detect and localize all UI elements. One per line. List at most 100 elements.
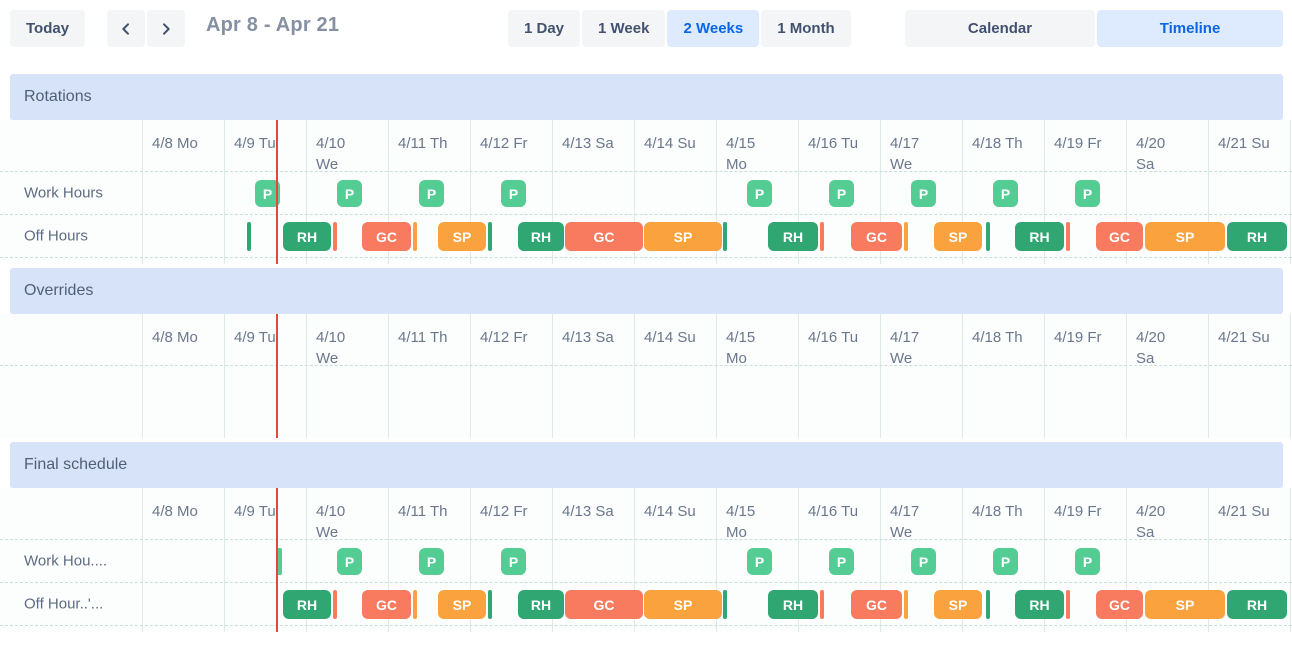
grid-column-line [552, 120, 553, 264]
availability-badge-p[interactable]: P [1075, 180, 1100, 207]
availability-badge-p[interactable]: P [993, 180, 1018, 207]
grid-column-line [306, 314, 307, 438]
date-header-cell: 4/12 Fr [480, 135, 528, 152]
handoff-tick [820, 222, 824, 251]
date-header-cell: 4/15 Mo [726, 135, 756, 173]
shift-bar-sp[interactable]: SP [1145, 222, 1225, 251]
grid-column-line [388, 314, 389, 438]
shift-bar-gc[interactable]: GC [362, 222, 411, 251]
availability-badge-p[interactable]: P [1075, 548, 1100, 575]
shift-bar-rh[interactable]: RH [518, 222, 564, 251]
shift-bar-rh[interactable]: RH [518, 590, 564, 619]
grid-column-line [470, 314, 471, 438]
shift-bar-gc[interactable]: GC [851, 222, 902, 251]
grid-column-line [470, 120, 471, 264]
grid-column-line [1126, 120, 1127, 264]
availability-badge-p[interactable]: P [829, 180, 854, 207]
date-header-cell: 4/15 Mo [726, 503, 756, 541]
shift-bar-rh[interactable]: RH [1227, 590, 1287, 619]
shift-bar-rh[interactable]: RH [768, 222, 818, 251]
grid-column-line [962, 314, 963, 438]
date-header-cell: 4/16 Tu [808, 503, 859, 520]
view-option-1-month[interactable]: 1 Month [761, 10, 851, 47]
mode-option-calendar[interactable]: Calendar [905, 10, 1095, 47]
view-option-2-weeks[interactable]: 2 Weeks [667, 10, 760, 47]
shift-bar-sp[interactable]: SP [1145, 590, 1225, 619]
schedule-row: Work Hours P P P P P P P P P [0, 172, 1292, 215]
availability-badge-p[interactable]: P [501, 180, 526, 207]
date-header-cell: 4/21 Su [1218, 135, 1270, 152]
availability-badge-p[interactable]: P [829, 548, 854, 575]
shift-bar-gc[interactable]: GC [1096, 222, 1143, 251]
view-option-1-week[interactable]: 1 Week [582, 10, 666, 47]
next-button[interactable] [147, 10, 185, 47]
shift-bar-sp[interactable]: SP [644, 222, 722, 251]
shift-bar-rh[interactable]: RH [768, 590, 818, 619]
date-header-cell: 4/9 Tu [234, 329, 276, 346]
availability-badge-p[interactable]: P [911, 548, 936, 575]
date-header-cell: 4/10 We [316, 135, 346, 173]
date-header-cell: 4/11 Th [398, 135, 448, 152]
grid-column-line [880, 120, 881, 264]
availability-badge-p[interactable]: P [747, 548, 772, 575]
now-line [276, 488, 278, 632]
shift-bar-sp[interactable]: SP [438, 222, 486, 251]
shift-bar-gc[interactable]: GC [851, 590, 902, 619]
view-option-1-day[interactable]: 1 Day [508, 10, 581, 47]
now-line [276, 120, 278, 264]
handoff-tick [723, 222, 727, 251]
grid-column-line [1208, 120, 1209, 264]
date-header-cell: 4/8 Mo [152, 503, 198, 520]
row-label: Work Hou.... [24, 552, 108, 570]
handoff-tick [413, 590, 417, 619]
section-header: Rotations [10, 74, 1283, 120]
shift-bar-rh[interactable]: RH [1015, 222, 1064, 251]
grid-column-line [1208, 314, 1209, 438]
shift-bar-sp[interactable]: SP [934, 222, 982, 251]
date-header-cell: 4/12 Fr [480, 329, 528, 346]
section-title: Overrides [24, 282, 94, 299]
section-title: Final schedule [24, 456, 128, 473]
shift-bar-gc[interactable]: GC [1096, 590, 1143, 619]
toolbar: Today Apr 8 - Apr 21 1 Day 1 Week 2 Weeks 1… [0, 0, 1292, 62]
availability-badge-p[interactable]: P [911, 180, 936, 207]
shift-bar-gc[interactable]: GC [565, 590, 643, 619]
today-button[interactable]: Today [10, 10, 86, 47]
availability-badge-p[interactable]: P [337, 180, 362, 207]
mode-option-timeline[interactable]: Timeline [1097, 10, 1283, 47]
availability-badge-p[interactable]: P [255, 180, 280, 207]
availability-badge-p[interactable]: P [993, 548, 1018, 575]
handoff-tick [247, 222, 251, 251]
date-header-cell: 4/13 Sa [562, 503, 614, 520]
shift-bar-rh[interactable]: RH [1015, 590, 1064, 619]
shift-bar-rh[interactable]: RH [283, 222, 331, 251]
availability-badge-p[interactable]: P [337, 548, 362, 575]
prev-button[interactable] [107, 10, 145, 47]
handoff-tick [1066, 222, 1070, 251]
availability-badge-p[interactable]: P [419, 548, 444, 575]
date-header-row: 4/8 Mo 4/9 Tu 4/10 We 4/11 Th 4/12 Fr 4/13 Sa… [0, 314, 1292, 367]
shift-bar-sp[interactable]: SP [934, 590, 982, 619]
section-title: Rotations [24, 88, 92, 105]
grid-column-line [716, 120, 717, 264]
grid-column-line [716, 488, 717, 632]
availability-badge-p[interactable]: P [747, 180, 772, 207]
shift-bar-gc[interactable]: GC [565, 222, 643, 251]
section-rotations: Rotations 4/8 Mo 4/9 Tu 4/10 We 4/11 Th 4/12 … [0, 74, 1292, 264]
date-header-cell: 4/14 Su [644, 329, 696, 346]
shift-bar-sp[interactable]: SP [438, 590, 486, 619]
date-header-cell: 4/17 We [890, 503, 920, 541]
availability-badge-p[interactable]: P [419, 180, 444, 207]
shift-bar-gc[interactable]: GC [362, 590, 411, 619]
grid-column-line [1044, 120, 1045, 264]
shift-bar-sp[interactable]: SP [644, 590, 722, 619]
grid-column-line [224, 120, 225, 264]
shift-bar-rh[interactable]: RH [1227, 222, 1287, 251]
availability-badge-p[interactable]: P [501, 548, 526, 575]
shift-bar-rh[interactable]: RH [283, 590, 331, 619]
date-header-cell: 4/17 We [890, 135, 920, 173]
availability-badge-clipped[interactable] [277, 548, 282, 575]
date-header-cell: 4/20 Sa [1136, 135, 1166, 173]
date-header-cell: 4/8 Mo [152, 135, 198, 152]
grid-column-line [798, 314, 799, 438]
